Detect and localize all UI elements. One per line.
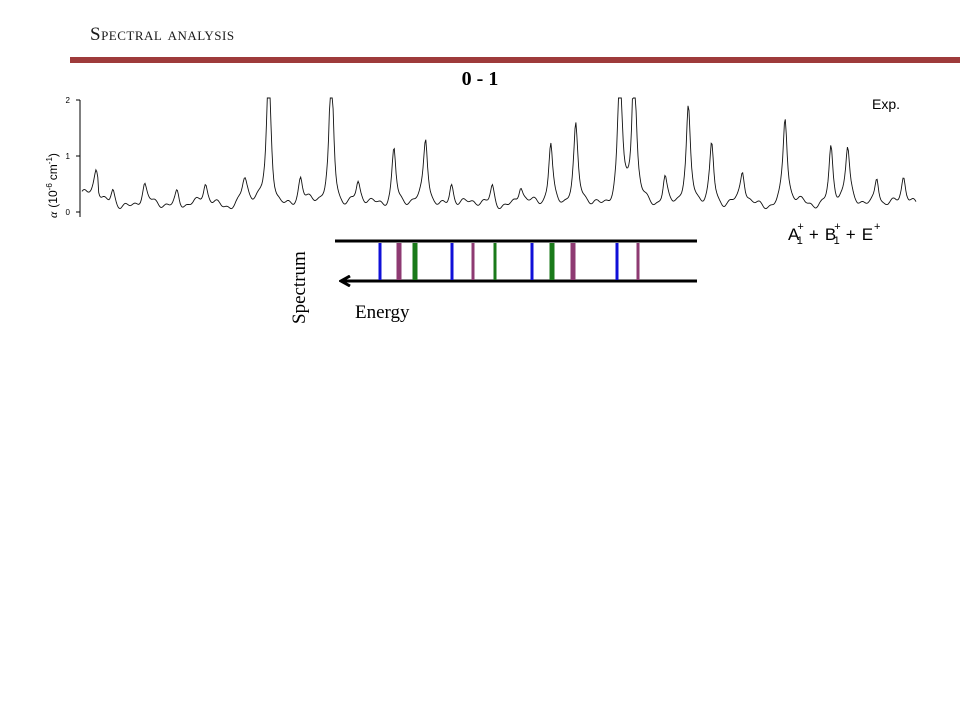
spectrum-vertical-label: Spectrum bbox=[289, 251, 310, 324]
energy-label: Energy bbox=[355, 302, 410, 323]
y-axis-label: α(10-6cm-1) bbox=[45, 153, 60, 218]
y-tick-label-0: 0 bbox=[66, 208, 71, 217]
y-tick-label-1: 1 bbox=[66, 152, 71, 161]
slide-title: Spectral analysis bbox=[90, 24, 235, 45]
title-rule bbox=[70, 57, 960, 63]
panel-label: 0 - 1 bbox=[461, 68, 499, 90]
stick-spectrum-diagram: Spectrum Energy bbox=[289, 239, 697, 324]
experimental-spectrum-chart: 2 1 0 α(10-6cm-1) Exp. bbox=[45, 96, 917, 218]
y-tick-label-2: 2 bbox=[66, 96, 71, 105]
experimental-spectrum-trace bbox=[81, 97, 917, 210]
symmetry-label: A+ 1 + B+ 1 + E+ bbox=[788, 221, 880, 247]
legend-exp-label: Exp. bbox=[872, 96, 900, 112]
stick-lines bbox=[378, 243, 640, 280]
